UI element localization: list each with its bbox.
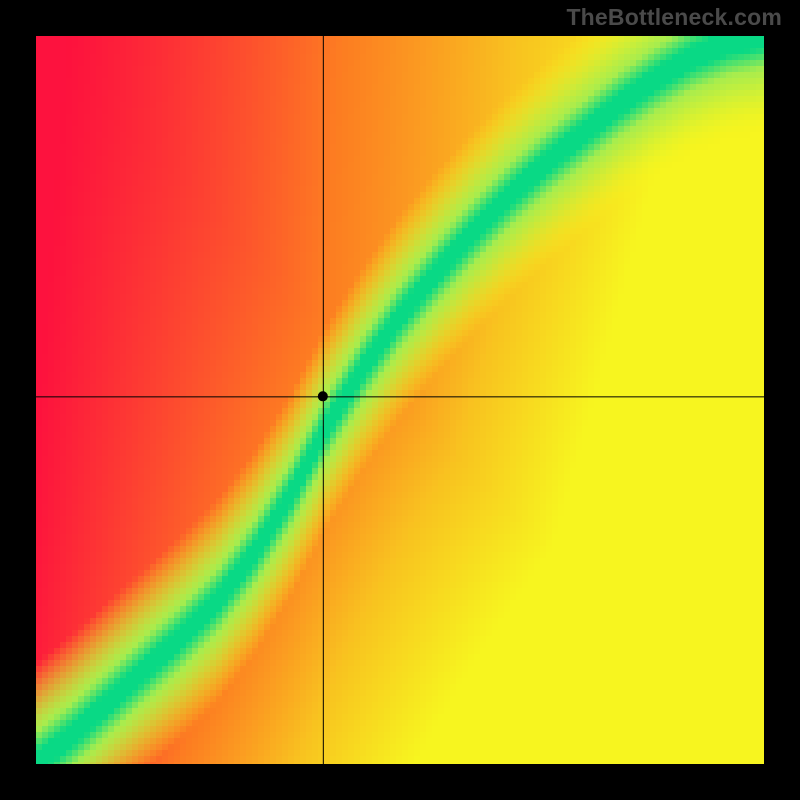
watermark-text: TheBottleneck.com	[566, 4, 782, 31]
heatmap-canvas	[0, 0, 800, 800]
chart-container: TheBottleneck.com	[0, 0, 800, 800]
